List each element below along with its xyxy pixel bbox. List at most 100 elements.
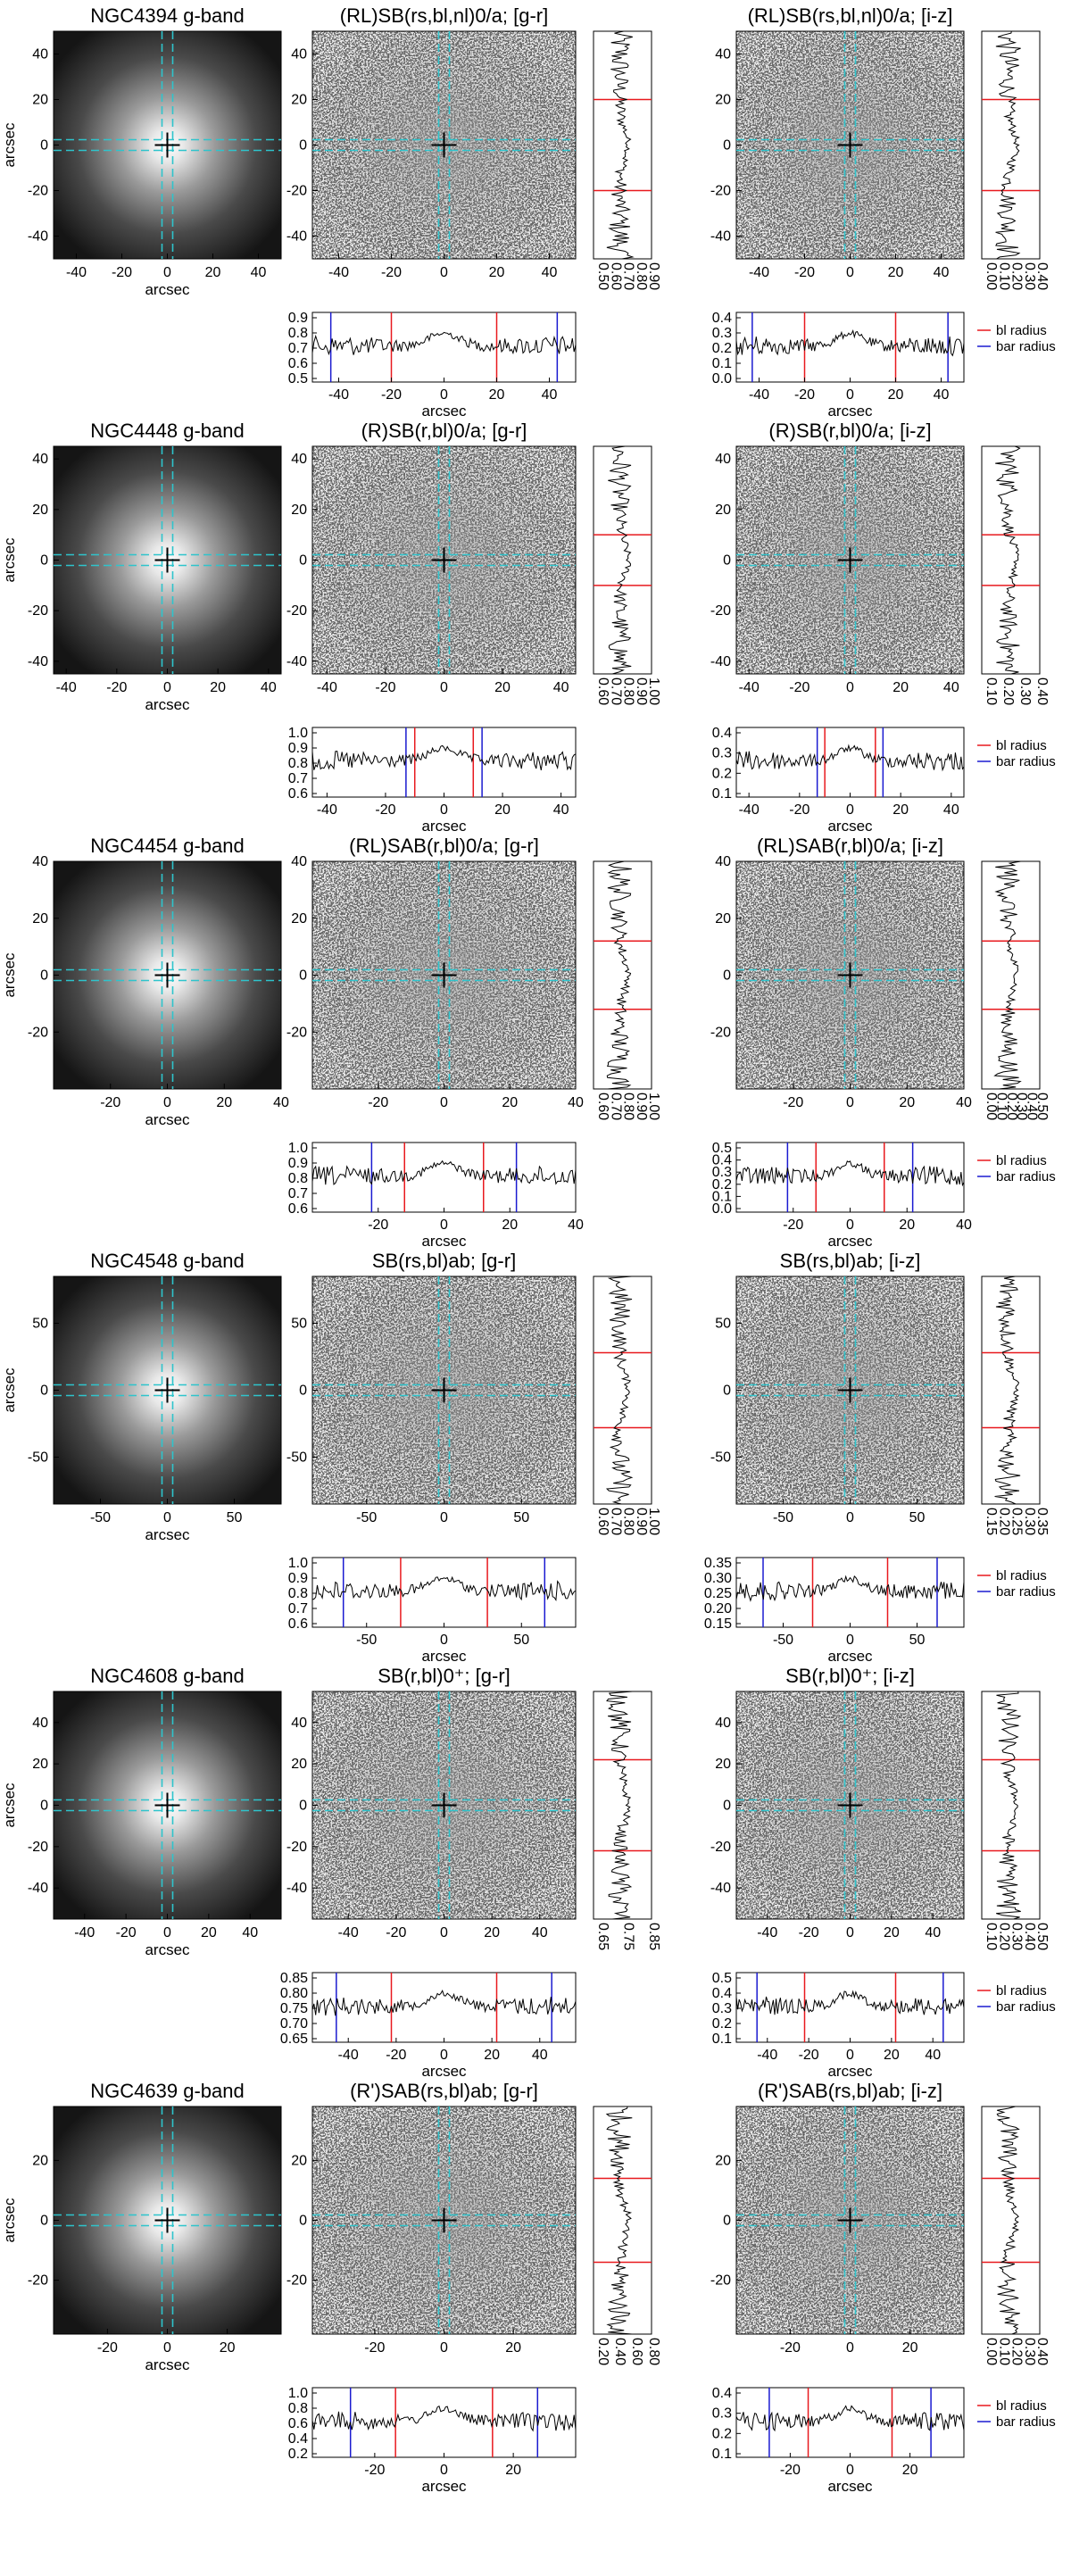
profile-tick-label: 0.20 [704, 1601, 732, 1616]
x-tick-label: -20 [106, 680, 127, 695]
x-tick-label: -20 [783, 1217, 803, 1233]
y-tick-label: -20 [28, 184, 48, 199]
profile-tick-label: 0.60 [595, 1093, 610, 1120]
x-tick-label: -20 [116, 1925, 137, 1940]
profile-tick-label: 0.25 [704, 1586, 732, 1601]
profile-tick-label: 0.70 [608, 677, 623, 705]
gr-horizontal-profile [311, 331, 577, 356]
profile-tick-label: 0.10 [996, 262, 1011, 290]
y-tick-label: 50 [32, 1317, 48, 1332]
x-tick-label: 20 [484, 1925, 500, 1940]
profile-tick-label: 0.9 [288, 741, 308, 756]
profile-tick-label: 0.5 [288, 371, 308, 386]
x-tick-label: -50 [356, 1510, 377, 1525]
x-tick-label: 0 [440, 1925, 448, 1940]
x-tick-label: 20 [216, 1095, 232, 1110]
profile-tick-label: 0.20 [1009, 2338, 1025, 2365]
x-tick-label: -20 [386, 2048, 406, 2063]
x-tick-label: 20 [899, 1095, 915, 1110]
profile-tick-label: 0.8 [288, 1586, 308, 1601]
profile-tick-label: 0.70 [280, 2016, 308, 2032]
x-tick-label: -40 [317, 802, 337, 818]
x-tick-label: 40 [542, 387, 558, 403]
profile-tick-label: 0.35 [1034, 1508, 1050, 1535]
gr-horizontal-profile [311, 744, 577, 771]
y-tick-label: 40 [715, 452, 731, 467]
iz-vertical-profile [993, 860, 1022, 1090]
iz-vertical-profile [995, 30, 1021, 260]
x-tick-label: -40 [757, 2048, 777, 2063]
profile-tick-label: 0.5 [712, 1141, 732, 1156]
x-tick-label: -20 [381, 265, 402, 280]
profile-tick-label: 0.7 [288, 1186, 308, 1201]
x-tick-label: 40 [925, 2048, 941, 2063]
gr-vertical-profile [606, 860, 632, 1090]
x-tick-label: -20 [794, 265, 815, 280]
profile-tick-label: 0.4 [712, 311, 732, 326]
x-axis-label: arcsec [827, 2478, 873, 2495]
gr-vertical-profile-frame [593, 1691, 652, 1920]
y-tick-label: 0 [299, 1384, 307, 1399]
gr-title: (R')SAB(rs,bl)ab; [g-r] [350, 2080, 538, 2102]
y-tick-label: -20 [286, 1025, 307, 1040]
x-tick-label: 0 [163, 2340, 171, 2356]
x-tick-label: -50 [356, 1633, 377, 1648]
profile-tick-label: 0.90 [634, 677, 649, 705]
profile-tick-label: 0.3 [712, 2001, 732, 2016]
profile-tick-label: 0.70 [608, 1508, 623, 1535]
profile-tick-label: 0.90 [634, 1093, 649, 1120]
gr-horizontal-profile-frame [311, 727, 577, 798]
profile-tick-label: 0.70 [621, 262, 636, 290]
x-tick-label: 20 [502, 1095, 518, 1110]
gr-horizontal-profile-frame [311, 1972, 577, 2043]
x-tick-label: 40 [934, 265, 950, 280]
figure-row-ngc4448: NGC4448 g-band -40 -40 -20 -20 0 0 20 20 40 40 arcs… [1, 420, 1056, 835]
y-tick-label: 0 [40, 553, 48, 569]
y-tick-label: 40 [291, 452, 307, 467]
x-tick-label: -40 [317, 680, 337, 695]
y-tick-label: 20 [291, 1757, 307, 1772]
y-tick-label: -40 [286, 229, 307, 245]
profile-tick-label: 0.3 [712, 746, 732, 761]
profile-tick-label: 0.50 [1034, 1093, 1050, 1120]
iz-horizontal-profile-frame [735, 312, 965, 383]
x-tick-label: 40 [943, 680, 959, 695]
profile-tick-label: 0.75 [621, 1923, 636, 1950]
x-tick-label: 0 [846, 1217, 854, 1233]
y-axis-label: arcsec [1, 952, 18, 998]
profile-tick-label: 0.6 [288, 1201, 308, 1217]
x-axis-label: arcsec [421, 2478, 467, 2495]
y-tick-label: -40 [28, 654, 48, 669]
gband-title: NGC4394 g-band [90, 4, 244, 27]
iz-horizontal-profile [735, 2405, 965, 2432]
profile-tick-label: 0.20 [1004, 1093, 1019, 1120]
y-tick-label: 20 [32, 503, 48, 518]
x-axis-label: arcsec [421, 1233, 467, 1250]
x-tick-label: 20 [902, 2340, 918, 2356]
y-tick-label: 0 [40, 138, 48, 154]
y-tick-label: 20 [291, 93, 307, 108]
profile-tick-label: 0.40 [1034, 262, 1050, 290]
profile-tick-label: 0.5 [712, 1971, 732, 1986]
y-tick-label: 20 [715, 1757, 731, 1772]
x-axis-label: arcsec [421, 1648, 467, 1665]
gr-vertical-profile-frame [593, 30, 652, 260]
gr-horizontal-profile-frame [311, 1142, 577, 1213]
x-tick-label: -20 [375, 802, 395, 818]
x-tick-label: -20 [381, 387, 402, 403]
profile-tick-label: 0.90 [634, 1508, 649, 1535]
y-tick-label: 20 [291, 503, 307, 518]
x-tick-label: 40 [251, 265, 267, 280]
x-tick-label: 40 [553, 680, 569, 695]
legend-label: bar radius [996, 339, 1056, 354]
y-tick-label: 20 [715, 2153, 731, 2168]
profile-tick-label: 0.20 [1009, 262, 1025, 290]
profile-tick-label: 0.6 [288, 356, 308, 371]
x-tick-label: 0 [846, 2463, 854, 2478]
iz-horizontal-profile [735, 744, 965, 772]
profile-tick-label: 0.6 [288, 2416, 308, 2431]
figure-row-ngc4548: NGC4548 g-band -50 -50 0 0 50 50 arcsec arcsec SB… [1, 1250, 1056, 1665]
x-tick-label: 0 [440, 1633, 448, 1648]
x-tick-label: -40 [328, 265, 349, 280]
x-tick-label: 0 [846, 1633, 854, 1648]
